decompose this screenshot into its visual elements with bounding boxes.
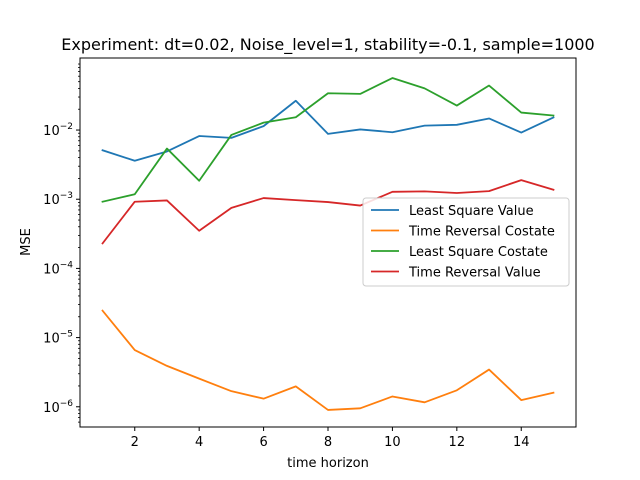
x-tick-label: 4 <box>195 435 203 450</box>
chart-title: Experiment: dt=0.02, Noise_level=1, stab… <box>61 35 594 55</box>
y-axis-title: MSE <box>19 228 34 256</box>
legend-label: Time Reversal Costate <box>408 225 555 240</box>
legend-label: Time Reversal Value <box>408 266 541 281</box>
series-line-4 <box>101 179 555 245</box>
x-tick-label: 6 <box>259 435 267 450</box>
x-axis-title: time horizon <box>287 456 369 471</box>
x-tick-label: 14 <box>513 435 530 450</box>
x-tick-label: 12 <box>449 435 466 450</box>
series-line-1 <box>101 99 555 162</box>
series-line-3 <box>101 77 555 203</box>
legend-label: Least Square Value <box>409 204 534 219</box>
x-tick-label: 8 <box>324 435 332 450</box>
legend: Least Square Value Time Reversal Costate L… <box>362 197 570 287</box>
legend-label: Least Square Costate <box>409 245 548 260</box>
legend-box <box>362 197 570 287</box>
x-tick-label: 2 <box>131 435 139 450</box>
series-layer <box>101 77 555 411</box>
series-line-2 <box>101 309 555 411</box>
x-tick-label: 10 <box>384 435 401 450</box>
